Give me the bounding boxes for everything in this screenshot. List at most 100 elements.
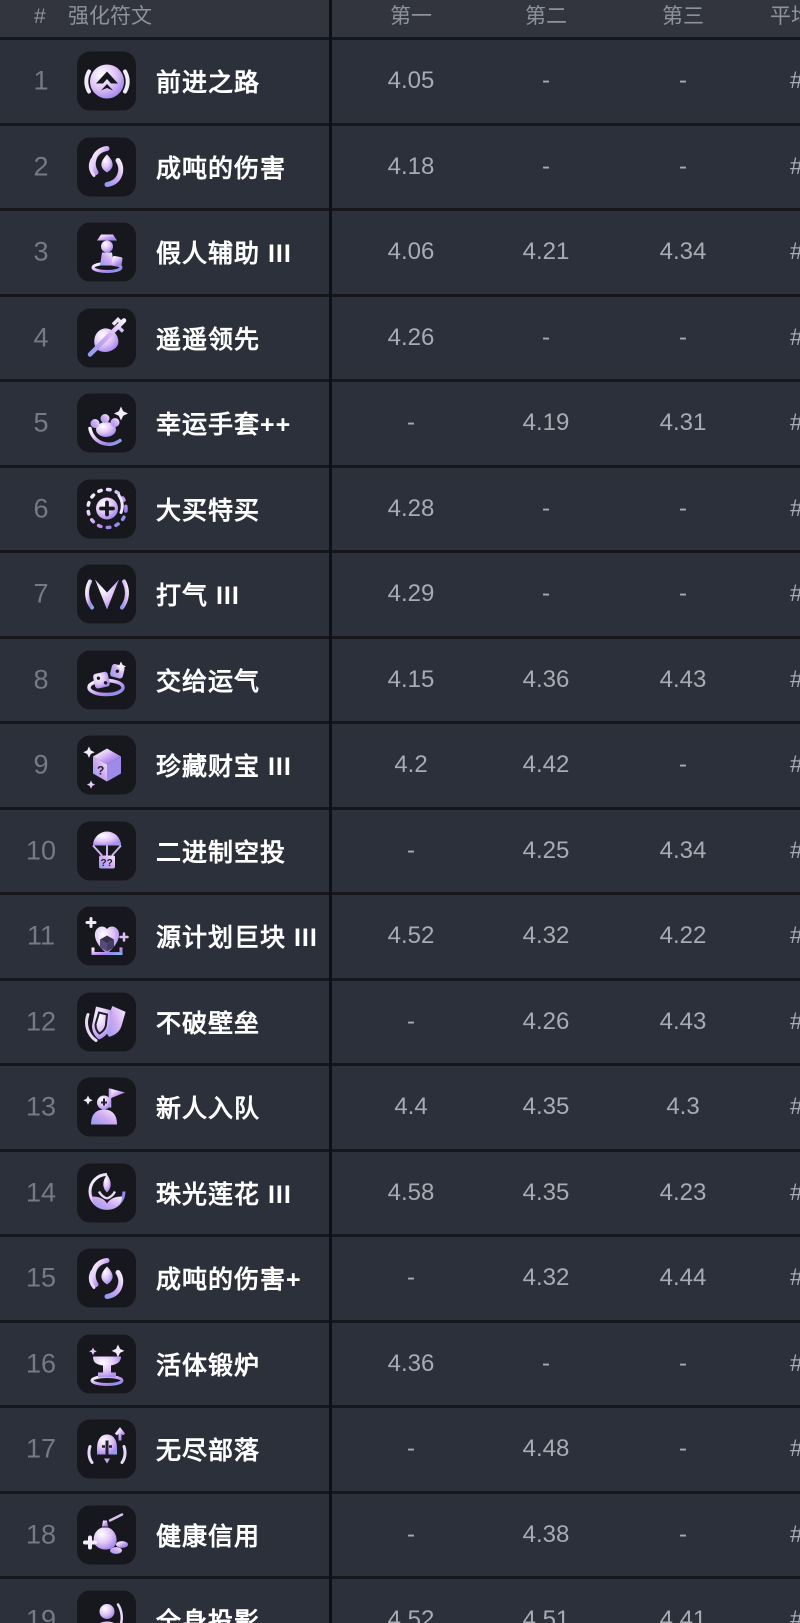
average-value: # <box>790 1350 800 1378</box>
rank-cell: 4 <box>33 322 49 353</box>
average-value: # <box>790 666 800 694</box>
average-value: # <box>790 1264 800 1292</box>
table-row[interactable]: 17 无尽部落 - 4.48 - # <box>0 1405 800 1491</box>
table-row[interactable]: 18 健康信用 - 4.38 - # <box>0 1490 800 1576</box>
second-place-value: - <box>542 323 550 351</box>
augment-name: 交给运气 <box>156 667 261 696</box>
first-place-value: - <box>407 409 415 437</box>
table-row[interactable]: 2 成吨的伤害 4.18 - - # <box>0 122 800 208</box>
treasure-trove-icon: ? <box>77 735 136 795</box>
second-place-value: 4.36 <box>522 665 570 693</box>
table-row[interactable]: 11 源计划巨块 III 4.52 4.32 4.22 # <box>0 892 800 978</box>
average-value: # <box>790 1093 800 1121</box>
tons-of-damage-plus-icon <box>77 1248 136 1308</box>
augment-name: 成吨的伤害 <box>156 154 287 183</box>
table-row[interactable]: 4 遥遥领先 4.26 - - # <box>0 293 800 379</box>
average-value: # <box>790 67 800 95</box>
rank-cell: 13 <box>25 1091 57 1122</box>
average-value: # <box>790 409 800 437</box>
bulwark-icon <box>77 992 136 1052</box>
endless-horde-icon <box>77 1419 136 1479</box>
average-value: # <box>790 1435 800 1463</box>
table-row[interactable]: 7 打气 III 4.29 - - # <box>0 550 800 636</box>
path-forward-icon <box>77 51 136 111</box>
average-value: # <box>790 1606 800 1623</box>
header-third-place[interactable]: 第三 <box>662 5 704 28</box>
pump-up-icon <box>77 564 136 624</box>
table-body: 1 前进之路 4.05 - - # 2 成吨的伤害 4.18 - - # 3 假… <box>0 37 800 1623</box>
header-first-place[interactable]: 第一 <box>390 5 432 28</box>
augment-name: 健康信用 <box>156 1522 261 1551</box>
new-recruit-icon <box>77 1077 136 1137</box>
second-place-value: 4.38 <box>522 1520 570 1548</box>
table-row[interactable]: 8 交给运气 4.15 4.36 4.43 # <box>0 635 800 721</box>
table-row[interactable]: 10 ?? 二进制空投 - 4.25 4.34 # <box>0 806 800 892</box>
table-row[interactable]: 3 假人辅助 III 4.06 4.21 4.34 # <box>0 208 800 294</box>
rank-cell: 17 <box>25 1433 57 1464</box>
second-place-value: 4.35 <box>522 1093 570 1121</box>
third-place-value: 4.34 <box>659 238 707 266</box>
rank-cell: 12 <box>25 1006 57 1037</box>
third-place-value: - <box>679 580 687 608</box>
first-place-value: - <box>407 1520 415 1548</box>
table-row[interactable]: 5 幸运手套++ - 4.19 4.31 # <box>0 379 800 465</box>
average-value: # <box>790 495 800 523</box>
third-place-value: 4.23 <box>659 1178 707 1206</box>
projection-icon <box>77 1590 136 1623</box>
average-value: # <box>790 922 800 950</box>
header-rank[interactable]: # <box>34 5 46 28</box>
table-row[interactable]: 13 新人入队 4.4 4.35 4.3 # <box>0 1063 800 1149</box>
average-value: # <box>790 1521 800 1549</box>
first-place-value: 4.28 <box>387 494 435 522</box>
table-row[interactable]: 6 大买特买 4.28 - - # <box>0 464 800 550</box>
third-place-value: - <box>679 323 687 351</box>
second-place-value: - <box>542 494 550 522</box>
augment-name: 活体锻炉 <box>156 1351 261 1380</box>
augment-name: 幸运手套++ <box>156 411 292 440</box>
second-place-value: 4.25 <box>522 836 570 864</box>
third-place-value: 4.43 <box>659 1007 707 1035</box>
augment-name: 珍藏财宝 III <box>156 753 292 782</box>
augment-name: 新人入队 <box>156 1095 261 1124</box>
table-row[interactable]: 19 全身投影 4.52 4.51 4.41 # <box>0 1576 800 1623</box>
living-forge-icon <box>77 1334 136 1394</box>
table-row[interactable]: 12 不破壁垒 - 4.26 4.43 # <box>0 977 800 1063</box>
average-value: # <box>790 153 800 181</box>
rank-cell: 19 <box>25 1604 57 1623</box>
second-place-value: - <box>542 67 550 95</box>
health-credit-icon <box>77 1505 136 1565</box>
rank-cell: 1 <box>33 65 49 96</box>
table-row[interactable]: 16 活体锻炉 4.36 - - # <box>0 1319 800 1405</box>
average-value: # <box>790 1008 800 1036</box>
header-second-place[interactable]: 第二 <box>525 5 567 28</box>
first-place-value: 4.18 <box>387 152 435 180</box>
second-place-value: 4.35 <box>522 1178 570 1206</box>
second-place-value: 4.19 <box>522 409 570 437</box>
third-place-value: - <box>679 152 687 180</box>
table-row[interactable]: 14 珠光莲花 III 4.58 4.35 4.23 # <box>0 1148 800 1234</box>
first-place-value: 4.52 <box>387 922 435 950</box>
rank-cell: 5 <box>33 407 49 438</box>
header-augment[interactable]: 强化符文 <box>68 5 152 28</box>
big-buy-icon <box>77 479 136 539</box>
second-place-value: 4.21 <box>522 238 570 266</box>
third-place-value: - <box>679 751 687 779</box>
table-row[interactable]: 1 前进之路 4.05 - - # <box>0 37 800 123</box>
rank-cell: 16 <box>25 1348 57 1379</box>
average-value: # <box>790 238 800 266</box>
augment-name: 遥遥领先 <box>156 325 261 354</box>
third-place-value: - <box>679 1435 687 1463</box>
rank-cell: 15 <box>25 1262 57 1293</box>
augment-name: 大买特买 <box>156 496 261 525</box>
first-place-value: - <box>407 1007 415 1035</box>
third-place-value: - <box>679 1520 687 1548</box>
header-average[interactable]: 平均 <box>770 5 800 28</box>
table-row[interactable]: 15 成吨的伤害+ - 4.32 4.44 # <box>0 1234 800 1320</box>
average-value: # <box>790 1179 800 1207</box>
rank-cell: 8 <box>33 664 49 695</box>
table-row[interactable]: 9 ? 珍藏财宝 III 4.2 4.42 - # <box>0 721 800 807</box>
augment-name: 无尽部落 <box>156 1437 261 1466</box>
project-chunk-icon <box>77 906 136 966</box>
second-place-value: 4.48 <box>522 1435 570 1463</box>
first-place-value: 4.05 <box>387 67 435 95</box>
